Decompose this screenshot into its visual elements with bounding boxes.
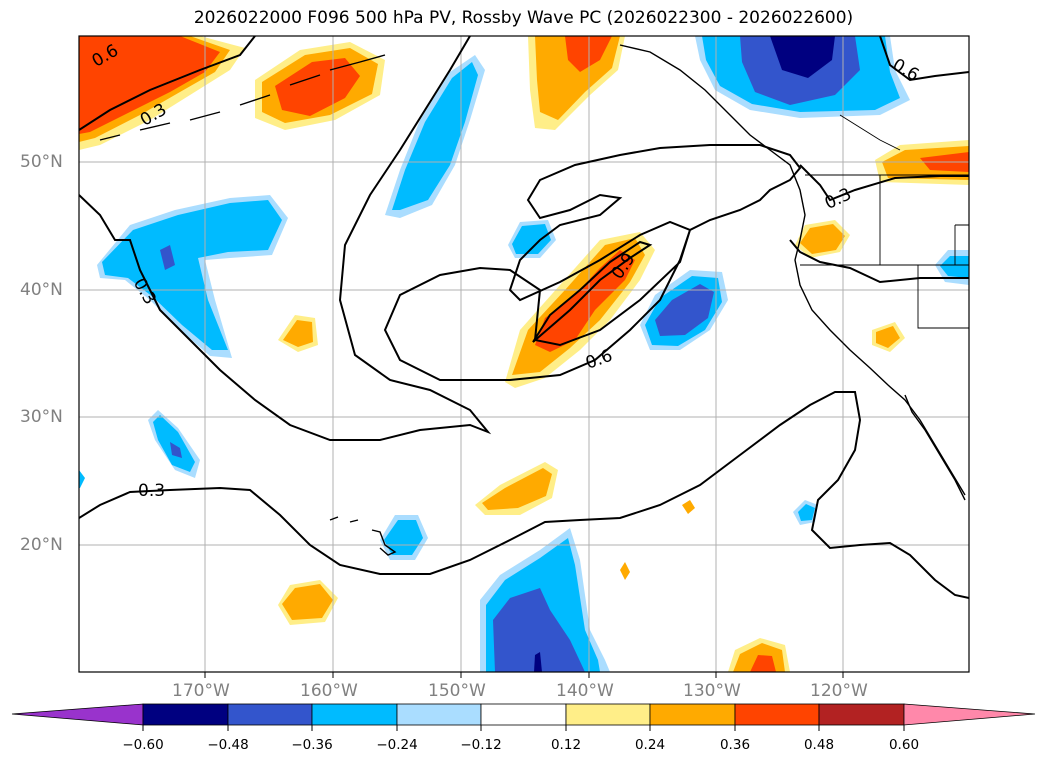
contour-0.9 [532, 240, 653, 343]
contour-0.3-east [789, 239, 969, 284]
negative-anomaly-fills [79, 36, 969, 672]
colorbar [11, 703, 1036, 731]
colorbar-segment [311, 703, 398, 726]
colorbar-tick-label: 0.60 [888, 737, 920, 753]
colorbar-tick-label: −0.36 [291, 737, 333, 753]
coastlines [99, 44, 966, 556]
colorbar-segment [227, 703, 313, 726]
baja-coast [904, 394, 966, 501]
colorbar-tick-label: −0.12 [460, 737, 502, 753]
colorbar-tick-label: 0.24 [634, 737, 666, 753]
lon-label: 150°W [428, 681, 486, 701]
contour-0.3-nw [79, 36, 492, 441]
graticule [79, 36, 969, 672]
colorbar-segment [396, 703, 482, 726]
colorbar-tick-label: −0.24 [376, 737, 418, 753]
aleutian-islands [99, 54, 386, 141]
colorbar-tick-label: 0.48 [803, 737, 835, 753]
lon-label: 160°W [300, 681, 358, 701]
lon-label: 170°W [172, 681, 230, 701]
lon-label: 140°W [556, 681, 614, 701]
colorbar-tick-label: −0.60 [122, 737, 164, 753]
hawaii-islands [329, 516, 397, 556]
positive-anomaly-fills [79, 36, 969, 672]
contour-0.3-south [79, 391, 969, 599]
map-title: 2026022000 F096 500 hPa PV, Rossby Wave … [193, 8, 854, 28]
lat-label: 20°N [20, 535, 63, 555]
map-area: 0.6 0.3 0.6 0.3 0.9 0.6 0.3 0.3 [79, 36, 969, 672]
lat-label: 50°N [20, 152, 63, 172]
colorbar-tick-label: 0.36 [719, 737, 751, 753]
colorbar-tick-label: 0.12 [550, 737, 582, 753]
colorbar-segment [903, 703, 1036, 726]
colorbar-segment [565, 703, 651, 726]
state-borders [800, 114, 969, 329]
contour-0.6-main [383, 144, 802, 381]
colorbar-tick-label: −0.48 [207, 737, 249, 753]
lat-label: 40°N [20, 280, 63, 300]
colorbar-segment [480, 703, 567, 726]
map-frame [78, 35, 970, 673]
pv-contours [79, 36, 969, 599]
lon-ticks [204, 672, 844, 678]
lat-label: 30°N [20, 407, 63, 427]
contour-label: 0.3 [138, 481, 165, 501]
contour-0.6-ne [879, 36, 969, 82]
colorbar-segment [734, 703, 820, 726]
colorbar-segment [818, 703, 905, 726]
colorbar-segment [649, 703, 736, 726]
contour-0.3-ne [799, 164, 969, 202]
colorbar-segment [142, 703, 229, 726]
colorbar-segment [11, 703, 144, 726]
contour-0.6-nw [79, 36, 256, 131]
lon-label: 130°W [683, 681, 741, 701]
lon-label: 120°W [810, 681, 868, 701]
